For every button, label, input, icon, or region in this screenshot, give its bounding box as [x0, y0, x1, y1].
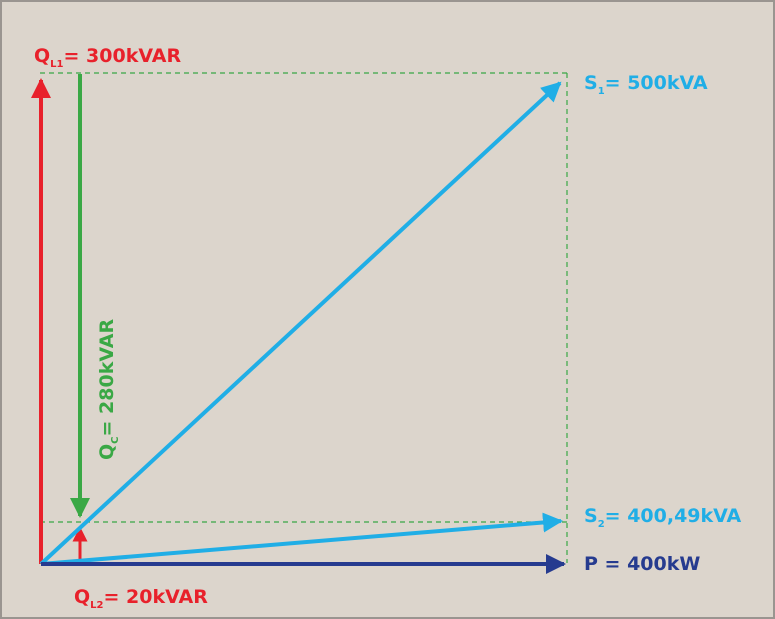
q-l1-label: QL1= 300kVAR	[34, 45, 181, 70]
p-label: P = 400kW	[584, 553, 700, 575]
s2-vector	[40, 512, 563, 566]
s2-label: S2= 400,49kVA	[584, 505, 742, 530]
s1-vector	[39, 81, 562, 566]
q-c-label: QC= 280kVAR	[96, 319, 121, 460]
q-l2-label: QL2= 20kVAR	[74, 586, 208, 611]
s1-label: S1= 500kVA	[584, 72, 708, 97]
